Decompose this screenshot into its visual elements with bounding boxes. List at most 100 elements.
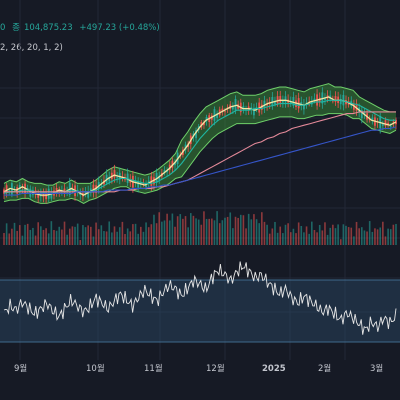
candle-body xyxy=(289,101,292,104)
candle-body xyxy=(203,122,205,126)
volume-bar xyxy=(111,232,113,245)
price-legend-tail: 0 xyxy=(0,23,6,33)
candle-body xyxy=(313,98,316,101)
candle-body xyxy=(281,100,284,103)
indicator-params: 2, 26, 20, 1, 2) xyxy=(0,43,63,53)
volume-bar xyxy=(287,223,289,245)
volume-bar xyxy=(332,224,334,245)
volume-bar xyxy=(363,230,366,245)
volume-bar xyxy=(108,221,111,245)
price-legend: 0 종 104,875.23 +497.23 (+0.48%) xyxy=(0,21,164,33)
x-tick-label: 11월 xyxy=(144,363,163,374)
volume-bar xyxy=(339,239,342,245)
volume-bar xyxy=(318,224,321,245)
volume-bars xyxy=(3,211,397,245)
band-upper xyxy=(3,83,396,186)
volume-bar xyxy=(239,214,242,245)
volume-bar xyxy=(187,227,189,245)
volume-bar xyxy=(61,229,63,245)
candle-body xyxy=(303,104,305,110)
volume-bar xyxy=(179,214,182,245)
volume-bar xyxy=(8,233,11,245)
candle-body xyxy=(155,172,158,183)
candle-body xyxy=(55,187,58,192)
volume-bar xyxy=(189,213,192,245)
candle-body xyxy=(113,170,116,178)
volume-bar xyxy=(126,228,129,245)
volume-bar xyxy=(279,226,282,245)
volume-bar xyxy=(174,226,176,245)
candle-body xyxy=(234,98,237,111)
volume-bar xyxy=(313,229,316,245)
volume-bar xyxy=(371,231,374,245)
candle-body xyxy=(284,96,287,103)
volume-bar xyxy=(360,227,363,245)
volume-bar xyxy=(376,229,379,245)
volume-bar xyxy=(305,226,308,245)
ma-slow-line xyxy=(4,111,396,193)
volume-bar xyxy=(158,212,161,245)
volume-bar xyxy=(389,229,392,245)
volume-bar xyxy=(58,226,61,245)
volume-bar xyxy=(45,228,47,245)
band-lower xyxy=(3,113,397,204)
candle-body xyxy=(360,110,363,119)
volume-bar xyxy=(192,215,195,245)
volume-bar xyxy=(387,228,389,245)
volume-bar xyxy=(132,224,134,245)
candle-body xyxy=(79,193,82,195)
candle-body xyxy=(274,101,276,105)
volume-bar xyxy=(116,231,118,245)
volume-bar xyxy=(171,213,174,245)
candle-body xyxy=(276,96,279,104)
candle-body xyxy=(321,92,324,104)
volume-bar xyxy=(261,212,263,245)
candle-body xyxy=(108,176,111,182)
x-tick-label: 9월 xyxy=(14,363,27,374)
volume-bar xyxy=(74,226,76,245)
volume-bar xyxy=(345,225,347,245)
candle-body xyxy=(381,123,384,126)
ma-fast-line xyxy=(3,96,397,196)
candle-body xyxy=(26,187,29,189)
candle-body xyxy=(34,190,37,195)
volume-bar xyxy=(276,232,279,245)
volume-bar xyxy=(97,229,100,245)
ma-long-line xyxy=(4,126,397,196)
volume-bar xyxy=(79,240,82,245)
candle-body xyxy=(16,187,19,194)
volume-bar xyxy=(311,221,313,245)
x-tick-label: 3월 xyxy=(370,363,383,374)
candle-body xyxy=(174,162,176,166)
volume-bar xyxy=(324,222,326,245)
x-tick-label: 12월 xyxy=(206,363,225,374)
volume-bar xyxy=(347,227,350,245)
candle-body xyxy=(242,106,245,109)
volume-bar xyxy=(100,225,103,245)
volume-bar xyxy=(308,233,310,245)
volume-bar xyxy=(87,225,89,245)
volume-bar xyxy=(358,228,360,245)
candle-body xyxy=(231,105,234,110)
volume-bar xyxy=(5,223,8,245)
candle-body xyxy=(142,183,145,185)
volume-bar xyxy=(129,231,132,245)
close-value: 104,875.23 xyxy=(23,23,73,33)
volume-bar xyxy=(142,231,145,245)
volume-bar xyxy=(40,226,42,245)
candle-body xyxy=(184,144,187,150)
x-tick-label: 10월 xyxy=(86,363,105,374)
volume-bar xyxy=(24,224,26,245)
candle-body xyxy=(279,96,282,103)
volume-bar xyxy=(232,228,234,245)
volume-bar xyxy=(326,234,329,245)
candle-body xyxy=(124,178,126,180)
volume-bar xyxy=(32,227,34,245)
candle-body xyxy=(8,190,11,192)
volume-bar xyxy=(374,228,376,245)
volume-bar xyxy=(153,214,155,245)
volume-bar xyxy=(103,231,105,245)
candle-body xyxy=(216,113,219,118)
volume-bar xyxy=(303,232,305,245)
